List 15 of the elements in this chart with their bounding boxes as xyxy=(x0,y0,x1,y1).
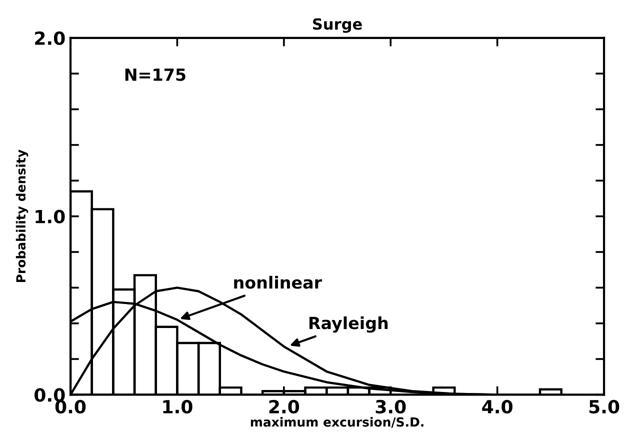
annotation: N=175 xyxy=(125,68,186,81)
x-tick-label: 1.0 xyxy=(163,400,192,414)
x-tick-label: 5.0 xyxy=(589,400,620,414)
x-tick-label: 0.0 xyxy=(55,400,86,414)
x-tick-label: 3.0 xyxy=(376,400,406,414)
y-tick-label: 1.0 xyxy=(36,210,65,224)
y-tick-label: 0.0 xyxy=(34,388,65,402)
chart-title: Surge xyxy=(313,18,362,33)
x-tick-label: 4.0 xyxy=(482,400,512,414)
x-axis-title: maximum excursion/S.D. xyxy=(250,417,424,428)
annotation: nonlinear xyxy=(234,276,322,289)
y-axis-title: Probability density xyxy=(16,150,28,282)
annotation: Rayleigh xyxy=(309,316,388,333)
y-tick-label: 2.0 xyxy=(35,31,65,46)
x-tick-label: 2.0 xyxy=(269,400,300,414)
